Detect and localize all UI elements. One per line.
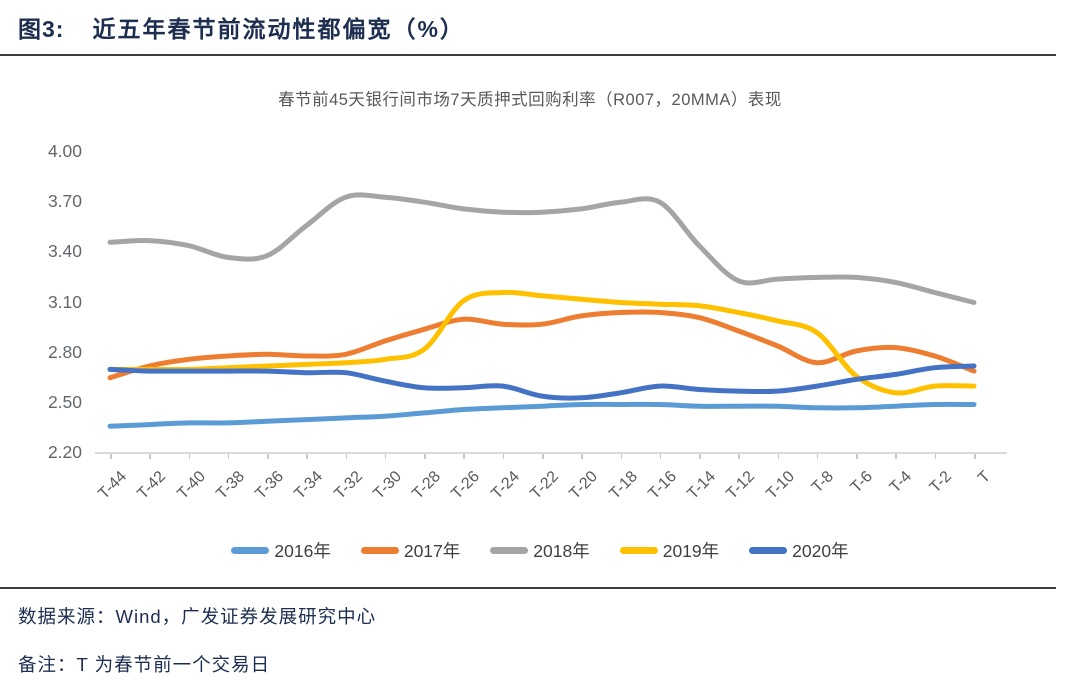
x-axis-tick-mark [502,454,505,459]
x-axis-tick-mark [581,454,583,459]
series-line-2016 [107,401,977,429]
legend-label: 2020年 [792,541,849,561]
x-axis-tick-mark [267,454,269,459]
legend-item-2017: 2017年 [360,538,461,563]
x-axis-tick-mark [384,454,387,459]
y-axis-tick-label: 2.50 [47,391,82,412]
legend-label: 2017年 [403,541,461,561]
legend-swatch [360,547,399,554]
remark-note: 备注：T 为春节前一个交易日 [18,654,271,675]
x-axis-tick-mark [659,454,662,459]
x-axis-tick-mark [856,454,858,459]
x-axis-tick-mark [620,454,623,459]
chart-subtitle: 春节前45天银行间市场7天质押式回购利率（R007，20MMA）表现 [278,91,782,109]
figure-title: 近五年春节前流动性都偏宽（%） [92,16,465,42]
x-axis-tick-mark [816,454,819,459]
chart-legend: 2016年 2017年 2018年 2019年 2020年 [0,538,1080,563]
x-axis-tick-mark [974,454,976,459]
legend-item-2016: 2016年 [231,538,331,563]
y-axis-tick-label: 3.10 [47,291,82,312]
series-line-2017 [107,309,977,381]
legend-swatch [490,547,529,554]
legend-swatch [749,547,788,554]
x-axis-tick-mark [188,454,191,459]
series-line-2020 [107,363,977,401]
legend-label: 2016年 [274,541,331,561]
y-axis-tick-label: 2.20 [47,442,82,462]
legend-item-2018: 2018年 [490,538,590,563]
x-axis-tick-mark [227,454,230,459]
figure-number: 图3: [18,16,65,42]
x-axis-tick-mark [110,454,112,459]
x-axis-line [95,452,1007,454]
y-axis-tick-label: 3.70 [47,191,82,212]
x-axis-tick-mark [895,454,897,459]
series-line-2018 [107,192,977,305]
legend-label: 2018年 [533,541,590,561]
y-axis-tick-label: 2.80 [47,341,82,362]
legend-item-2019: 2019年 [619,538,720,563]
legend-item-2020: 2020年 [749,538,849,563]
legend-swatch [619,547,658,554]
x-axis-tick-mark [424,454,426,459]
x-axis-tick-mark [777,454,780,459]
x-axis-tick-mark [542,454,544,459]
x-axis-tick-mark [738,454,740,459]
y-axis-tick-label: 4.00 [47,141,82,161]
series-line-2019 [107,289,977,396]
x-axis-tick-mark [149,454,151,459]
x-axis-tick-mark [463,454,465,459]
figure-footer: 数据来源：Wind，广发证券发展研究中心 备注：T 为春节前一个交易日 [0,587,1056,677]
x-axis-tick-mark [306,454,308,459]
x-axis-tick-mark [934,454,937,459]
x-axis-tick-mark [699,454,701,459]
data-source-note: 数据来源：Wind，广发证券发展研究中心 [18,606,377,627]
legend-label: 2019年 [662,541,720,561]
x-axis-tick-mark [345,454,348,459]
legend-swatch [231,547,270,554]
y-axis-tick-label: 3.40 [47,241,82,262]
figure-header: 图3: 近五年春节前流动性都偏宽（%） [0,0,1056,56]
